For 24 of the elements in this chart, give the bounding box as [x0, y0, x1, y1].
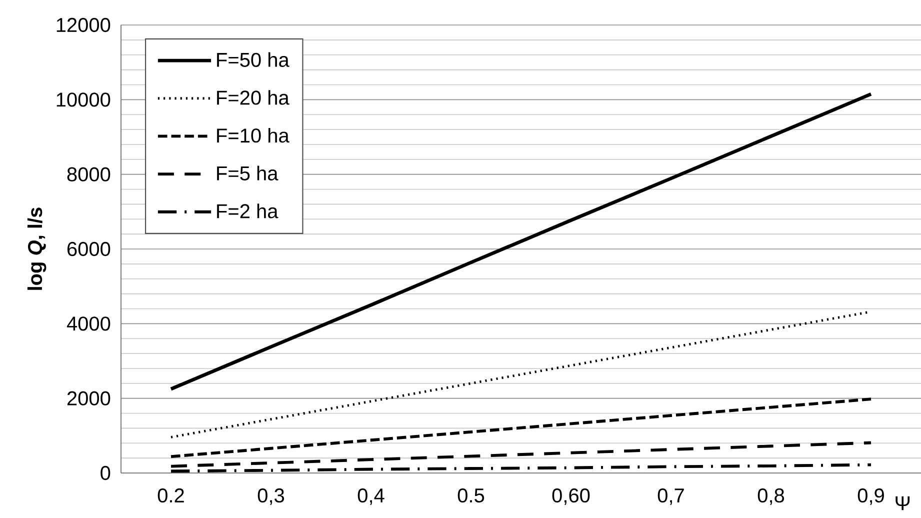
y-tick-label: 4000: [66, 316, 110, 331]
x-tick-label: 0,7: [658, 488, 684, 505]
legend-label: F=20 ha: [217, 90, 290, 105]
y-tick-label: 10000: [56, 92, 110, 107]
y-tick-label: 12000: [56, 18, 110, 32]
x-tick-label: 0,8: [758, 488, 784, 505]
x-tick-label: 0,4: [358, 488, 384, 505]
y-tick-label: 6000: [67, 242, 110, 256]
y-axis-title: log Q, l/s: [27, 208, 46, 290]
legend-label: F=5 ha: [217, 166, 278, 180]
legend-label: F=2 ha: [217, 204, 278, 218]
x-tick-label: 0,9: [858, 488, 884, 505]
y-tick-label: 8000: [67, 167, 110, 182]
x-axis-title: Ψ: [896, 496, 910, 510]
line-series: [169, 92, 873, 391]
x-tick-label: 0,60: [552, 488, 590, 505]
legend-label: F=10 ha: [217, 128, 290, 143]
legend-label: F=50 ha: [217, 52, 290, 67]
line-series: [170, 398, 872, 458]
x-tick-label: 0,3: [258, 488, 284, 505]
x-tick-label: 0.2: [158, 488, 184, 503]
y-tick-label: 2000: [67, 391, 110, 406]
y-tick-label: 0: [100, 466, 110, 480]
x-tick-label: 0.5: [458, 488, 484, 503]
